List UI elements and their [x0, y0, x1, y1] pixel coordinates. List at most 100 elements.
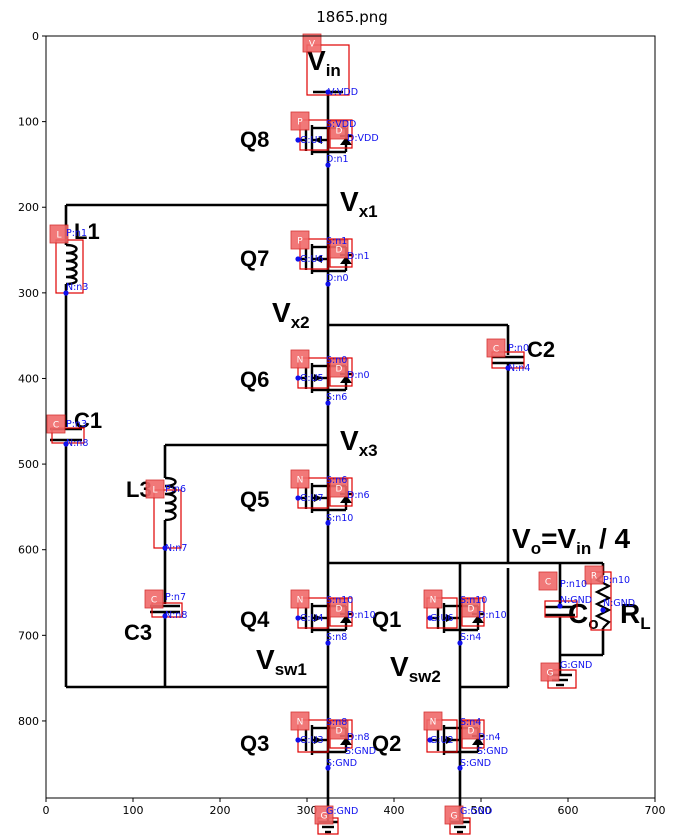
y-tick-label: 200	[18, 201, 39, 214]
svg-text:S:VDD: S:VDD	[326, 119, 356, 130]
badge-g: G	[314, 805, 334, 825]
badge-n: N	[290, 711, 310, 731]
svg-text:Vsw1: Vsw1	[256, 644, 307, 679]
y-tick-label: 800	[18, 715, 39, 728]
svg-text:G: G	[451, 812, 458, 822]
svg-text:D:n0: D:n0	[326, 273, 349, 284]
badge-c: C	[144, 589, 164, 609]
svg-text:D:n4: D:n4	[478, 732, 501, 743]
y-tick-label: 700	[18, 629, 39, 642]
svg-text:D: D	[336, 246, 343, 256]
svg-text:S:n8: S:n8	[326, 717, 347, 728]
svg-text:G:GND: G:GND	[560, 660, 592, 671]
badge-c: C	[538, 571, 558, 591]
svg-text:L: L	[56, 231, 61, 241]
svg-text:Vx2: Vx2	[272, 297, 310, 332]
y-tick-label: 400	[18, 372, 39, 385]
svg-text:N:GND: N:GND	[603, 598, 635, 609]
svg-text:G:GND: G:GND	[460, 806, 492, 817]
vo-label: Vo=Vin / 4	[512, 523, 631, 558]
badge-g: G	[540, 662, 560, 682]
svg-text:N:n3: N:n3	[66, 282, 88, 293]
svg-text:Co: Co	[568, 598, 599, 633]
inductor-coils	[65, 243, 177, 522]
node-annotations: V:VDD S:VDD D:VDD G:U1 D:n1 S:n1 D:n1 G:…	[66, 87, 635, 817]
svg-text:N: N	[297, 718, 304, 728]
q5-label: Q5	[240, 487, 269, 512]
badge-g: G	[444, 805, 464, 825]
y-tick-label: 0	[32, 30, 39, 43]
vin-label: V	[307, 45, 326, 76]
svg-text:S:n10: S:n10	[460, 595, 487, 606]
svg-text:D:n1: D:n1	[326, 154, 349, 165]
svg-text:D:n0: D:n0	[347, 370, 370, 381]
svg-text:N:GND: N:GND	[560, 595, 592, 606]
svg-text:P: P	[297, 118, 303, 128]
svg-text:N:n8: N:n8	[66, 438, 88, 449]
svg-text:N: N	[297, 356, 304, 366]
svg-text:S:n10: S:n10	[326, 513, 353, 524]
svg-text:D: D	[336, 727, 343, 737]
badge-n: N	[290, 469, 310, 489]
svg-text:C: C	[545, 578, 551, 588]
svg-text:D: D	[336, 605, 343, 615]
badge-p: P	[290, 111, 310, 131]
badge-d: D	[329, 478, 349, 498]
badge-d: D	[329, 720, 349, 740]
svg-text:C: C	[493, 345, 499, 355]
svg-text:G:U2: G:U2	[430, 735, 454, 746]
svg-text:G:GND: G:GND	[326, 806, 358, 817]
svg-text:P:n3: P:n3	[66, 419, 87, 430]
svg-text:S:GND: S:GND	[460, 758, 491, 769]
badge-p: P	[290, 230, 310, 250]
svg-text:N: N	[430, 718, 437, 728]
svg-text:C: C	[151, 596, 157, 606]
svg-text:G:U4: G:U4	[300, 613, 324, 624]
svg-text:S:n10: S:n10	[326, 595, 353, 606]
svg-text:S:n8: S:n8	[326, 632, 347, 643]
badge-l: L	[145, 479, 165, 499]
l1-coil	[65, 243, 78, 286]
circuit-wires	[64, 92, 605, 815]
svg-text:P:n10: P:n10	[560, 579, 587, 590]
q7-label: Q7	[240, 246, 269, 271]
badge-n: N	[423, 711, 443, 731]
svg-text:R: R	[591, 572, 597, 582]
c2-label: C2	[527, 337, 555, 362]
svg-text:N:n4: N:n4	[508, 363, 530, 374]
l3-coil	[164, 476, 177, 522]
svg-text:D: D	[336, 485, 343, 495]
x-tick-label: 100	[123, 804, 144, 817]
svg-text:N: N	[430, 596, 437, 606]
svg-text:P:n6: P:n6	[165, 484, 186, 495]
badge-d: D	[461, 598, 481, 618]
svg-text:G:U7: G:U7	[300, 493, 324, 504]
badge-d: D	[329, 598, 349, 618]
vsw2-label: V	[390, 651, 409, 682]
svg-text:N: N	[297, 596, 304, 606]
svg-text:S:n1: S:n1	[326, 236, 347, 247]
svg-text:D:n10: D:n10	[478, 610, 507, 621]
badge-d: D	[329, 358, 349, 378]
badge-d: D	[329, 120, 349, 140]
svg-text:G:U5: G:U5	[300, 373, 324, 384]
svg-text:S:n4: S:n4	[460, 632, 481, 643]
badge-n: N	[290, 589, 310, 609]
c3-label: C3	[124, 620, 152, 645]
svg-text:D:VDD: D:VDD	[347, 133, 379, 144]
badge-r: R	[584, 565, 604, 585]
rl-label: R	[620, 598, 640, 629]
svg-text:D:n8: D:n8	[347, 732, 370, 743]
svg-text:D: D	[468, 727, 475, 737]
y-tick-label: 100	[18, 116, 39, 129]
x-tick-label: 700	[645, 804, 666, 817]
svg-text:S:GND: S:GND	[326, 758, 357, 769]
svg-text:P:n1: P:n1	[66, 228, 87, 239]
svg-text:S:GND: S:GND	[345, 746, 376, 757]
vx1-label: V	[340, 186, 359, 217]
x-tick-label: 200	[210, 804, 231, 817]
svg-text:S:n0: S:n0	[326, 355, 347, 366]
badge-d: D	[329, 239, 349, 259]
svg-text:D:n1: D:n1	[347, 251, 370, 262]
